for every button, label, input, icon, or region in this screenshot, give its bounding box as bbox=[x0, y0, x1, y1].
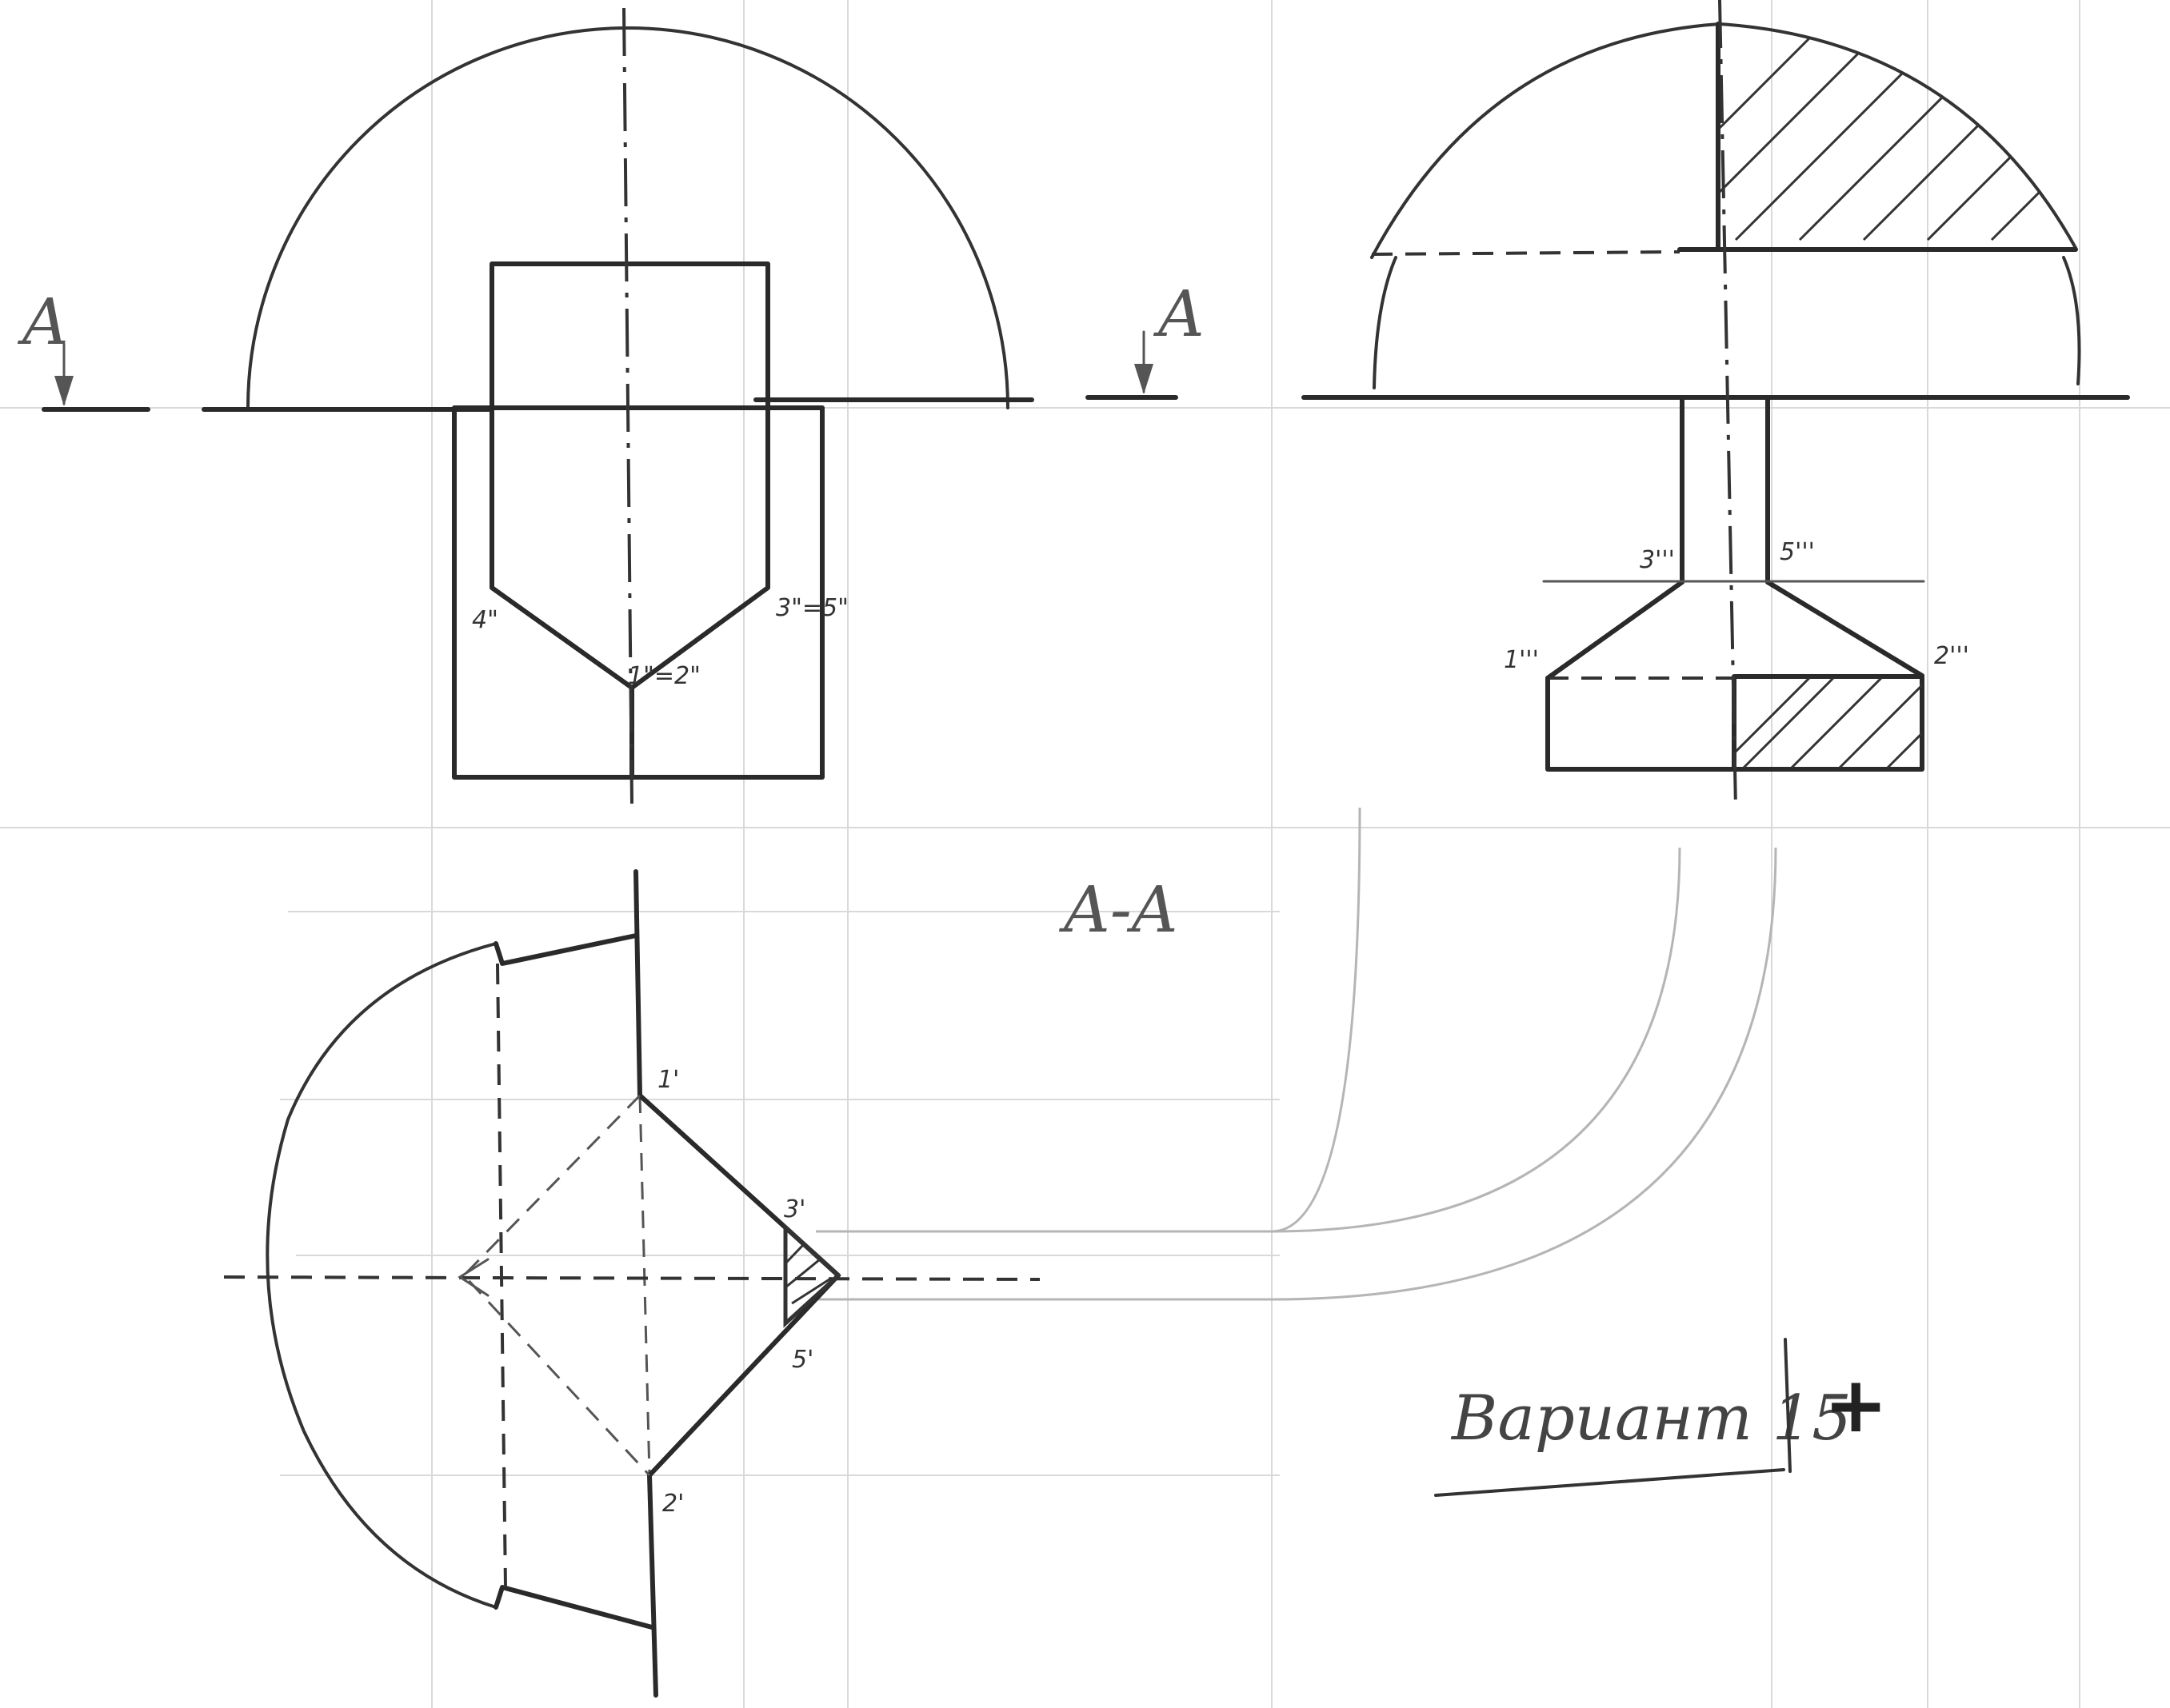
section-v-outline bbox=[637, 1093, 841, 1478]
label-1-top: 1' bbox=[657, 1066, 679, 1094]
section-hidden-vertical bbox=[638, 1095, 651, 1476]
label-3-5-front: 3"=5" bbox=[776, 594, 849, 622]
section-hatched-triangle bbox=[783, 1223, 841, 1328]
cut-arrow-left: A bbox=[17, 285, 150, 412]
side-view bbox=[1301, 0, 2130, 808]
signature-bar bbox=[1784, 1338, 1792, 1473]
front-lower-block bbox=[452, 405, 825, 780]
front-axis bbox=[622, 7, 633, 804]
side-block-hatch bbox=[1736, 678, 1922, 769]
section-axis-lower bbox=[647, 1473, 658, 1698]
section-title: A-A bbox=[1058, 872, 1178, 947]
section-hidden-chord bbox=[496, 963, 507, 1588]
approval-mark: + bbox=[1824, 1360, 1888, 1450]
section-arrow-tip bbox=[458, 1258, 490, 1297]
label-5-side: 5''' bbox=[1780, 538, 1815, 566]
signature: Вариант 15 + bbox=[1434, 1338, 1888, 1497]
cut-label-left: A bbox=[17, 285, 69, 359]
label-3-top: 3' bbox=[784, 1195, 805, 1223]
section-hidden-diamond bbox=[462, 1094, 651, 1477]
label-2-side: 2''' bbox=[1934, 642, 1969, 670]
construction-arc-small bbox=[1271, 807, 1361, 1233]
construction-arc-inner bbox=[816, 847, 1681, 1233]
signature-underline bbox=[1434, 1468, 1785, 1497]
cut-label-right: A bbox=[1153, 277, 1205, 351]
construction-arc-outer bbox=[816, 847, 1777, 1301]
label-1-side: 1''' bbox=[1504, 646, 1539, 674]
label-3-side: 3''' bbox=[1640, 546, 1675, 574]
signature-text: Вариант 15 bbox=[1450, 1383, 1852, 1455]
front-prism-outline bbox=[490, 261, 770, 690]
section-axis-upper bbox=[633, 869, 642, 1098]
label-1-2-front: 1"=2" bbox=[628, 662, 701, 690]
cut-arrow-right: A bbox=[1085, 277, 1205, 400]
section-view bbox=[223, 869, 1041, 1698]
side-left-lower-arc bbox=[1373, 256, 1397, 389]
side-chamfer-right bbox=[1765, 580, 1924, 678]
section-top-notch bbox=[494, 933, 638, 966]
side-cap-hatch bbox=[1720, 24, 2076, 241]
side-right-lower-arc bbox=[2062, 256, 2081, 385]
front-dome-arc bbox=[246, 26, 1009, 409]
label-4-front: 4" bbox=[472, 606, 498, 634]
section-outer-arc bbox=[266, 942, 498, 1609]
section-triangle-hatch bbox=[784, 1243, 833, 1305]
side-chamfer-left bbox=[1545, 580, 1684, 680]
front-view bbox=[202, 7, 1034, 804]
side-cap-arc bbox=[1370, 22, 2077, 259]
label-2-top: 2' bbox=[662, 1490, 684, 1518]
side-cap-hidden-line bbox=[1371, 250, 1680, 256]
section-bottom-notch bbox=[494, 1585, 654, 1630]
label-5-top: 5' bbox=[792, 1346, 813, 1374]
section-axis-horizontal bbox=[223, 1275, 1041, 1281]
side-axis bbox=[1718, 0, 1737, 808]
